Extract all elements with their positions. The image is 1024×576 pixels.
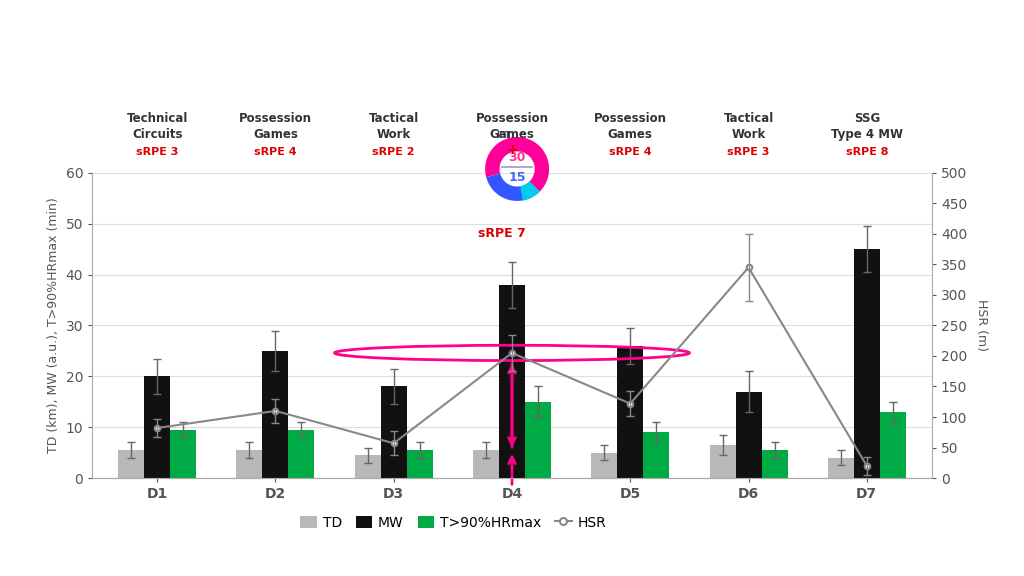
Bar <box>381 386 407 478</box>
Text: Possession
Games: Possession Games <box>475 112 549 141</box>
Bar <box>880 412 906 478</box>
Text: Possession
Games: Possession Games <box>594 112 667 141</box>
Bar <box>591 453 617 478</box>
Text: sRPE 4: sRPE 4 <box>254 147 297 157</box>
Text: SSG
Type 4 MW: SSG Type 4 MW <box>830 112 903 141</box>
Bar <box>407 450 433 478</box>
Bar <box>289 430 314 478</box>
Text: sRPE 8: sRPE 8 <box>846 147 888 157</box>
Bar <box>237 450 262 478</box>
Bar <box>499 285 525 478</box>
Bar <box>144 376 170 478</box>
Text: IFT: IFT <box>497 131 511 140</box>
Bar <box>762 450 787 478</box>
Wedge shape <box>485 137 549 192</box>
Text: Tactical
Work: Tactical Work <box>723 112 774 141</box>
Text: sRPE 4: sRPE 4 <box>609 147 651 157</box>
Wedge shape <box>520 181 540 200</box>
Text: +: + <box>506 143 518 157</box>
Bar <box>617 346 643 478</box>
Bar <box>854 249 880 478</box>
Bar <box>735 392 762 478</box>
Bar <box>170 430 197 478</box>
Text: sRPE 2: sRPE 2 <box>373 147 415 157</box>
Text: 30: 30 <box>509 151 525 164</box>
Wedge shape <box>486 173 540 201</box>
Text: sRPE 3: sRPE 3 <box>727 147 770 157</box>
Bar <box>525 402 551 478</box>
Bar <box>827 458 854 478</box>
Y-axis label: HSR (m): HSR (m) <box>975 300 988 351</box>
Bar <box>118 450 144 478</box>
Y-axis label: TD (km), MW (a.u.), T>90%HRmax (min): TD (km), MW (a.u.), T>90%HRmax (min) <box>47 198 60 453</box>
Bar <box>354 455 381 478</box>
Text: Technical
Circuits: Technical Circuits <box>127 112 187 141</box>
Text: Tactical
Work: Tactical Work <box>369 112 419 141</box>
Text: sRPE 3: sRPE 3 <box>136 147 178 157</box>
Bar <box>643 432 670 478</box>
Legend: TD, MW, T>90%HRmax, HSR: TD, MW, T>90%HRmax, HSR <box>295 510 611 535</box>
Text: 15: 15 <box>508 172 526 184</box>
Text: Possession
Games: Possession Games <box>239 112 312 141</box>
Bar <box>262 351 289 478</box>
Bar <box>473 450 499 478</box>
Bar <box>710 445 735 478</box>
Text: sRPE 7: sRPE 7 <box>478 226 525 240</box>
